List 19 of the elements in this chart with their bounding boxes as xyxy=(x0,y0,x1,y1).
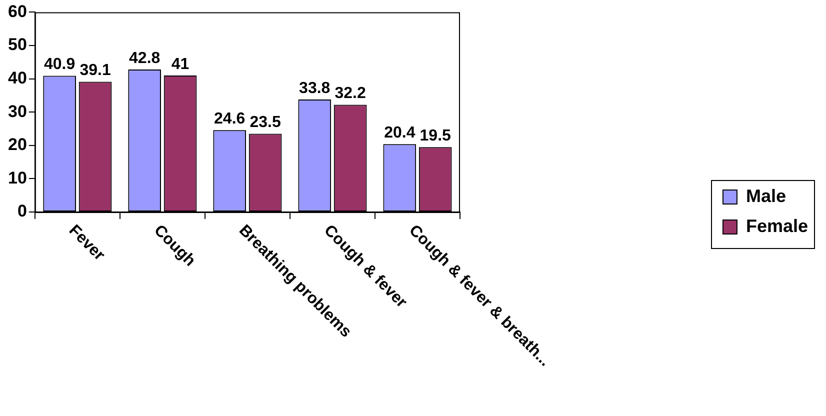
data-label: 39.1 xyxy=(80,62,111,80)
data-label: 42.8 xyxy=(129,50,160,67)
data-label: 20.4 xyxy=(384,124,416,142)
y-tick-label: 30 xyxy=(8,102,27,121)
data-label: 32.2 xyxy=(334,85,366,102)
data-label: 41 xyxy=(171,56,190,73)
y-tick-label: 60 xyxy=(8,2,27,21)
legend-label: Male xyxy=(746,186,786,206)
y-tick-label: 20 xyxy=(8,135,27,154)
data-label: 19.5 xyxy=(420,127,452,144)
data-label: 40.9 xyxy=(44,56,76,74)
y-tick-label: 0 xyxy=(17,202,27,221)
data-label: 24.6 xyxy=(214,110,246,128)
data-label: 33.8 xyxy=(299,80,330,97)
y-tick-label: 40 xyxy=(8,68,27,88)
y-tick-label: 50 xyxy=(8,35,27,54)
y-tick-label: 10 xyxy=(8,168,27,188)
legend-label: Female xyxy=(746,216,808,236)
data-label: 23.5 xyxy=(250,114,281,132)
